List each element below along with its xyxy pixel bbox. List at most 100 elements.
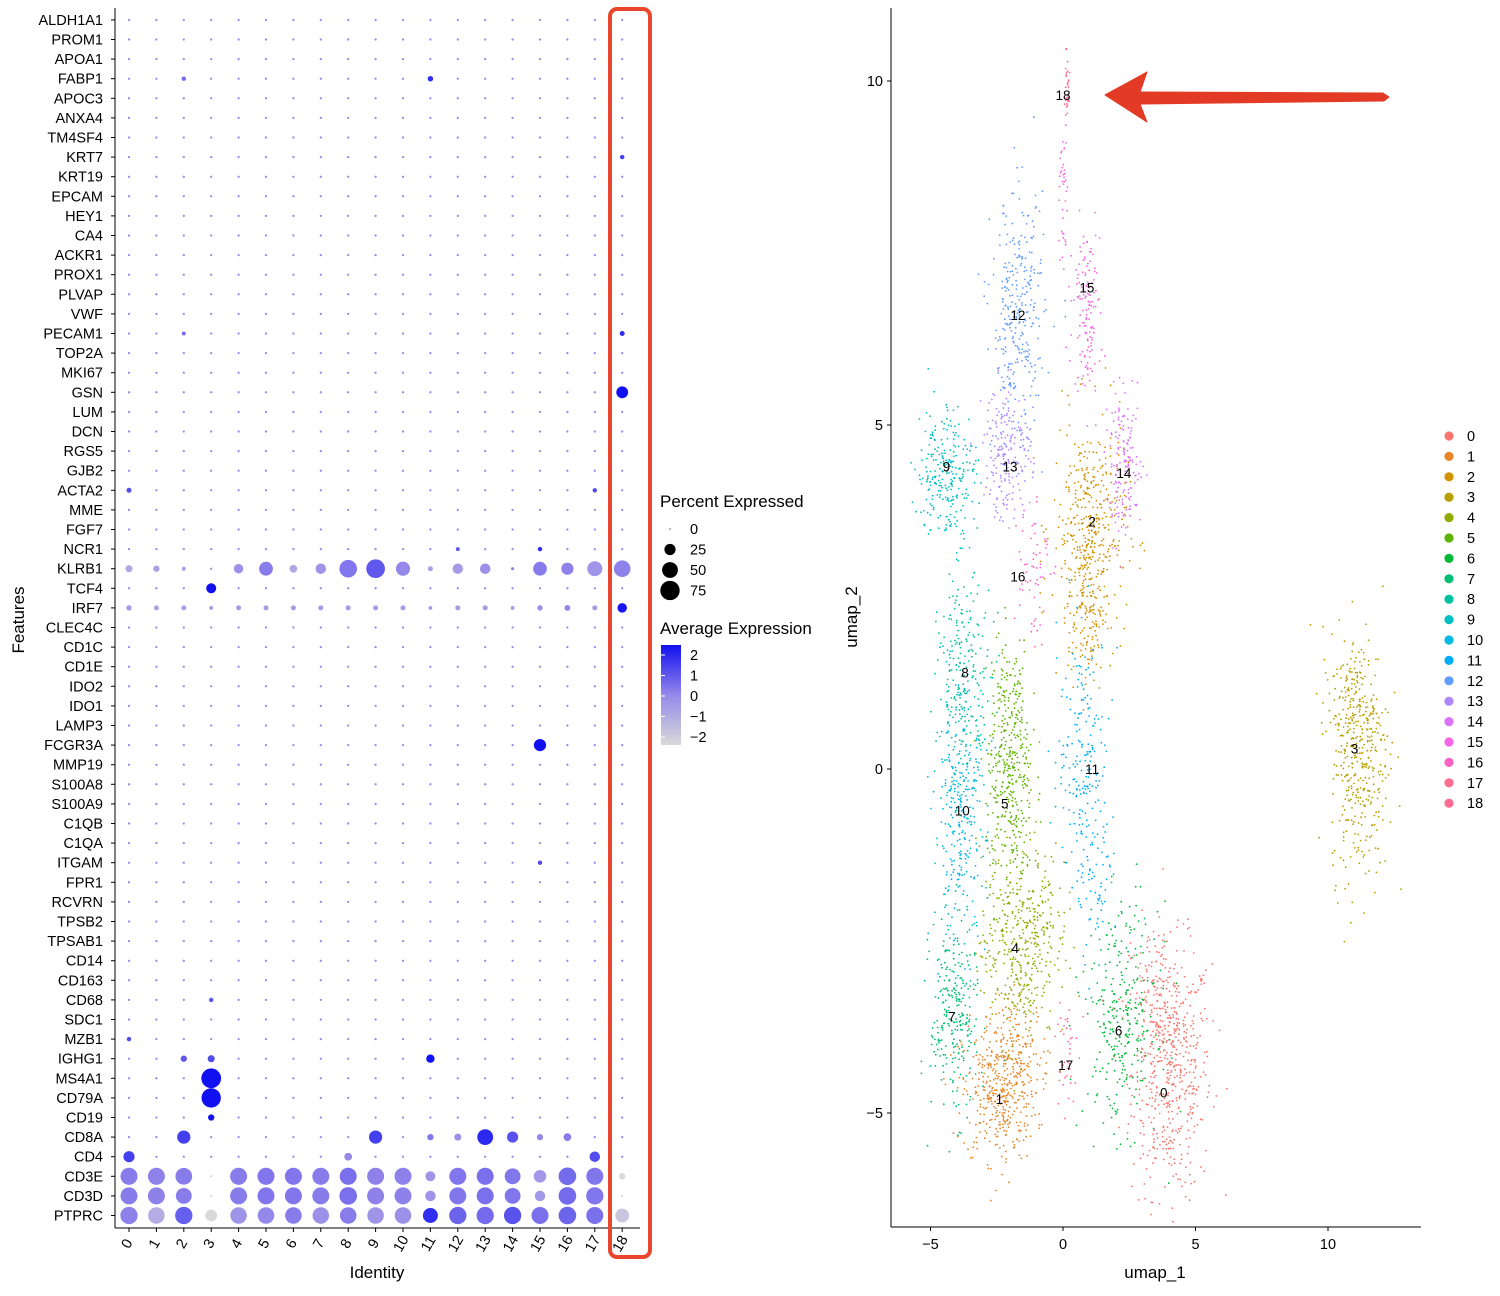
dot-cd19-cluster-17 xyxy=(593,1116,596,1119)
dot-dcn-cluster-7 xyxy=(319,430,322,433)
umap-point-cluster-1 xyxy=(1019,1071,1022,1074)
dot-acta2-cluster-17 xyxy=(592,488,598,493)
umap-point-cluster-0 xyxy=(1155,993,1158,995)
dot-ca4-cluster-1 xyxy=(155,234,158,237)
umap-point-cluster-4 xyxy=(1025,1013,1027,1015)
umap-point-cluster-1 xyxy=(1008,1106,1011,1109)
umap-point-cluster-0 xyxy=(1173,1138,1175,1141)
umap-point-cluster-2 xyxy=(1109,447,1112,450)
umap-point-cluster-6 xyxy=(1115,1148,1118,1150)
umap-point-cluster-7 xyxy=(937,1048,939,1051)
umap-point-cluster-0 xyxy=(1136,1071,1138,1074)
dot-cd1e-cluster-2 xyxy=(182,665,185,668)
dot-vwf-cluster-11 xyxy=(429,312,432,316)
umap-point-cluster-0 xyxy=(1193,1088,1196,1090)
umap-point-cluster-3 xyxy=(1362,788,1365,790)
dot-cd163-cluster-10 xyxy=(401,979,405,982)
umap-point-cluster-3 xyxy=(1361,766,1364,769)
umap-point-cluster-0 xyxy=(1141,1034,1144,1037)
umap-point-cluster-4 xyxy=(1043,984,1046,987)
umap-point-cluster-3 xyxy=(1361,683,1363,686)
umap-point-cluster-1 xyxy=(1007,1126,1010,1129)
dot-apoa1-cluster-9 xyxy=(374,57,377,61)
umap-point-cluster-6 xyxy=(1144,1077,1146,1080)
dot-tcf4-cluster-5 xyxy=(264,587,268,590)
umap-point-cluster-0 xyxy=(1181,1044,1184,1047)
umap-point-cluster-1 xyxy=(971,1156,974,1159)
dot-tcf4-cluster-3 xyxy=(206,583,217,594)
dot-mki67-cluster-14 xyxy=(511,371,514,374)
umap-point-cluster-2 xyxy=(1071,641,1074,644)
dot-klrb1-cluster-4 xyxy=(233,563,244,574)
dot-s100a8-cluster-10 xyxy=(401,783,405,786)
umap-point-cluster-2 xyxy=(1076,594,1079,597)
umap-point-cluster-5 xyxy=(1022,856,1024,859)
umap-point-cluster-0 xyxy=(1173,1010,1176,1013)
umap-point-cluster-0 xyxy=(1159,1051,1162,1054)
umap-point-cluster-5 xyxy=(1019,733,1022,736)
umap-point-cluster-3 xyxy=(1378,791,1381,794)
umap-point-cluster-0 xyxy=(1166,1104,1169,1107)
umap-point-cluster-0 xyxy=(1156,1000,1159,1003)
dot-klrb1-cluster-10 xyxy=(395,561,411,576)
umap-point-cluster-5 xyxy=(985,667,987,669)
dot-cd163-cluster-0 xyxy=(127,979,131,982)
umap-point-cluster-3 xyxy=(1359,735,1362,738)
umap-point-cluster-0 xyxy=(1212,1105,1215,1108)
umap-point-cluster-0 xyxy=(1162,1147,1164,1150)
dot-apoa1-cluster-17 xyxy=(593,57,596,61)
dot-itgam-cluster-17 xyxy=(593,861,596,864)
umap-point-cluster-5 xyxy=(994,849,996,852)
umap-point-cluster-5 xyxy=(995,762,997,765)
umap-point-cluster-4 xyxy=(1029,937,1031,939)
umap-point-cluster-2 xyxy=(1114,497,1116,499)
dot-apoc3-cluster-18 xyxy=(621,97,624,100)
dot-plvap-cluster-10 xyxy=(401,293,405,296)
dot-dcn-cluster-5 xyxy=(264,430,268,433)
dot-s100a8-cluster-4 xyxy=(237,783,240,786)
dot-cd8a-cluster-4 xyxy=(237,1135,240,1139)
umap-point-cluster-3 xyxy=(1347,883,1350,885)
dot-dcn-cluster-0 xyxy=(127,430,131,433)
umap-point-cluster-0 xyxy=(1135,997,1137,1000)
umap-point-cluster-6 xyxy=(1131,987,1134,989)
dot-lamp3-cluster-3 xyxy=(210,724,213,727)
umap-point-cluster-3 xyxy=(1349,704,1352,706)
dot-gsn-cluster-3 xyxy=(210,391,213,394)
dot-itgam-cluster-12 xyxy=(456,861,459,864)
dot-cd1e-cluster-9 xyxy=(374,665,377,668)
umap-point-cluster-2 xyxy=(1083,554,1085,557)
dot-cd14-cluster-4 xyxy=(237,959,240,962)
umap-point-cluster-0 xyxy=(1178,991,1180,994)
umap-point-cluster-7 xyxy=(926,938,929,941)
umap-point-cluster-5 xyxy=(1020,799,1023,802)
dot-itgam-cluster-15 xyxy=(537,860,543,865)
dot-fgf7-cluster-18 xyxy=(621,528,624,531)
umap-point-cluster-2 xyxy=(1116,554,1119,556)
umap-point-cluster-4 xyxy=(1026,984,1029,986)
umap-point-cluster-3 xyxy=(1350,787,1353,790)
dot-plot-panel: ALDH1A1PROM1APOA1FABP1APOC3ANXA4TM4SF4KR… xyxy=(9,7,652,1282)
dot-fabp1-cluster-14 xyxy=(511,77,514,80)
umap-point-cluster-2 xyxy=(1097,646,1100,649)
umap-point-cluster-3 xyxy=(1360,648,1363,651)
dot-s100a8-cluster-9 xyxy=(374,783,377,786)
umap-point-cluster-0 xyxy=(1162,1140,1164,1143)
umap-point-cluster-0 xyxy=(1156,1148,1159,1150)
dot-ighg1-cluster-16 xyxy=(566,1057,569,1060)
umap-point-cluster-0 xyxy=(1151,1201,1154,1204)
dot-fabp1-cluster-16 xyxy=(566,77,569,80)
umap-point-cluster-1 xyxy=(996,1109,998,1112)
umap-point-cluster-3 xyxy=(1323,658,1326,661)
umap-point-cluster-2 xyxy=(1055,671,1057,674)
umap-point-cluster-7 xyxy=(954,964,957,966)
umap-point-cluster-0 xyxy=(1189,1004,1192,1007)
umap-point-cluster-2 xyxy=(1068,403,1071,406)
dot-ca4-cluster-3 xyxy=(210,234,213,237)
dot-mme-cluster-6 xyxy=(292,508,295,512)
umap-point-cluster-5 xyxy=(988,770,990,772)
umap-point-cluster-5 xyxy=(985,835,988,838)
umap-point-cluster-2 xyxy=(1085,468,1088,471)
umap-point-cluster-4 xyxy=(1009,881,1012,883)
umap-point-cluster-7 xyxy=(941,966,943,969)
